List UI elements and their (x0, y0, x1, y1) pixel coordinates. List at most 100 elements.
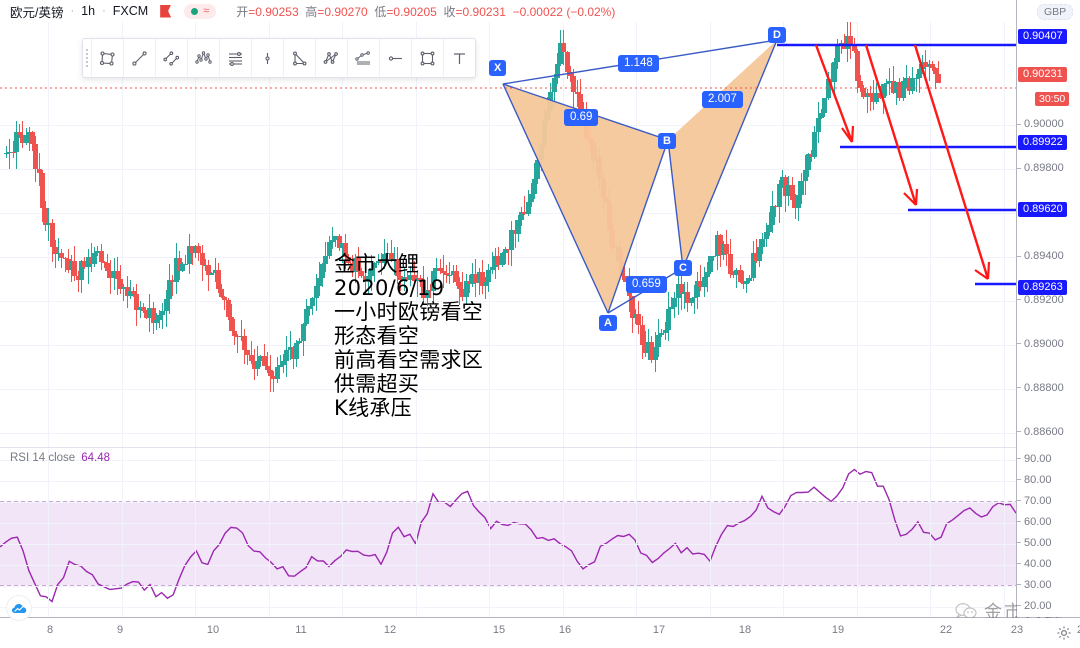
candle-body (845, 36, 851, 49)
timeframe-label[interactable]: 1h (81, 4, 96, 18)
price-change: −0.00022 (512, 4, 563, 19)
rsi-grid-line (0, 459, 1016, 461)
grid-vline (930, 22, 931, 448)
symbol-name[interactable]: 欧元/英镑 (10, 5, 64, 20)
candle-body (297, 341, 303, 343)
candle-body (489, 267, 495, 270)
candle-body (463, 281, 469, 297)
candle-body (727, 254, 733, 275)
candle-body (153, 319, 159, 324)
time-axis-divider (0, 617, 1080, 618)
candle-body (284, 350, 290, 361)
ratio-label-bc[interactable]: 2.007 (702, 91, 743, 108)
ratio-label-xd[interactable]: 1.148 (618, 55, 659, 72)
price-tag-target-1[interactable]: 0.89922 (1018, 135, 1067, 151)
candle-body (812, 131, 818, 158)
zigzag-pattern-tool[interactable] (315, 39, 347, 77)
pitchfork-tool[interactable] (347, 39, 379, 77)
candle-body (734, 270, 740, 275)
candle-body (646, 342, 652, 353)
candle-wick (19, 124, 21, 139)
pane-divider[interactable] (0, 447, 1080, 448)
drawing-toolbar[interactable] (82, 38, 476, 78)
candle-wick (746, 278, 748, 294)
chart-legend-bar: 欧元/英镑 · 1h · FXCM ≈ 开=0.90253 高=0.90270 … (0, 0, 1080, 22)
gear-icon[interactable] (1056, 625, 1072, 641)
candle-body (633, 314, 639, 319)
parallel-lines-tool[interactable] (155, 39, 187, 77)
toolbar-drag-handle[interactable] (83, 39, 91, 77)
time-tick: 10 (206, 624, 220, 636)
price-tick: 0.90000 (1017, 118, 1064, 130)
pattern-point-a[interactable]: A (599, 315, 617, 331)
candle-body (82, 261, 88, 268)
tradingview-cloud-icon[interactable] (6, 595, 32, 621)
candle-body (114, 271, 120, 280)
horizontal-line-tool[interactable] (379, 39, 411, 77)
price-tag-target-3[interactable]: 0.89263 (1018, 280, 1067, 296)
price-tag-target-2[interactable]: 0.89620 (1018, 201, 1067, 217)
candle-body (17, 131, 23, 135)
rsi-grid-vline (195, 449, 196, 617)
candle-wick (240, 320, 242, 342)
candle-body (101, 262, 107, 264)
rsi-grid-vline (636, 449, 637, 617)
candle-wick (58, 237, 60, 261)
red-flag-icon[interactable] (160, 5, 172, 18)
rsi-grid-line (0, 480, 1016, 482)
candle-body (457, 281, 463, 289)
rsi-legend[interactable]: RSI 14 close 64.48 (10, 452, 110, 464)
trend-line-tool[interactable] (123, 39, 155, 77)
candle-wick (103, 261, 105, 269)
candle-body (616, 246, 622, 262)
candle-wick (332, 226, 333, 250)
candle-body (476, 272, 482, 283)
ratio-label-ab[interactable]: 0.659 (626, 276, 667, 293)
pattern-point-x[interactable]: X (489, 60, 507, 76)
pattern-point-c[interactable]: C (674, 260, 692, 276)
xabcd-pattern-tool[interactable] (91, 39, 123, 77)
candle-body (167, 279, 172, 299)
fib-retracement-tool[interactable] (219, 39, 251, 77)
exchange-label[interactable]: FXCM (112, 4, 149, 18)
time-tick: 19 (831, 624, 845, 636)
pattern-point-d[interactable]: D (768, 27, 786, 43)
rectangle-tool[interactable] (411, 39, 443, 77)
price-tag-current-price[interactable]: 0.90231 (1018, 67, 1067, 83)
candle-body (688, 298, 694, 304)
candle-body (144, 311, 150, 319)
time-axis[interactable]: 8 9 10 11 12 15 16 17 18 19 22 23 2 (0, 618, 1080, 648)
candle-body (698, 281, 704, 288)
candle-body (111, 271, 117, 279)
triangle-pattern-tool[interactable] (283, 39, 315, 77)
pattern-point-b[interactable]: B (658, 133, 676, 149)
candle-body (418, 277, 424, 281)
candle-body (235, 335, 241, 338)
candle-body (346, 256, 352, 263)
price-chart-pane[interactable] (0, 22, 1016, 448)
candle-wick (204, 258, 206, 271)
elliott-wave-tool[interactable] (187, 39, 219, 77)
rsi-tick: 90.00 (1017, 453, 1052, 465)
candle-body (264, 366, 270, 370)
wechat-icon (955, 602, 977, 619)
candle-wick (429, 284, 431, 299)
candle-body (206, 264, 212, 276)
candle-body (730, 274, 736, 276)
text-tool[interactable] (443, 39, 475, 77)
candle-wick (185, 255, 187, 265)
candle-body (763, 231, 769, 239)
indicator-dot-wave-icon[interactable]: ≈ (184, 3, 217, 19)
price-axis[interactable]: GBP 0.90000 0.89800 0.89400 0.89200 0.89000 0… (1017, 0, 1080, 617)
chart-annotation-text[interactable]: 金市大鲤 2020/6/19 一小时欧镑看空 形态看空 前高看空需求区 供需超买… (334, 252, 484, 420)
ratio-label-xa[interactable]: 0.69 (564, 109, 599, 126)
candle-body (776, 184, 782, 207)
open-label: 开 (236, 4, 249, 19)
vertical-line-tool[interactable] (251, 39, 283, 77)
candle-wick (289, 330, 291, 361)
rsi-pane[interactable] (0, 449, 1016, 617)
candle-wick (928, 59, 930, 82)
price-tag-resistance-level[interactable]: 0.90407 (1018, 28, 1067, 44)
time-tick: 16 (558, 624, 572, 636)
grid-vline (1004, 22, 1005, 448)
